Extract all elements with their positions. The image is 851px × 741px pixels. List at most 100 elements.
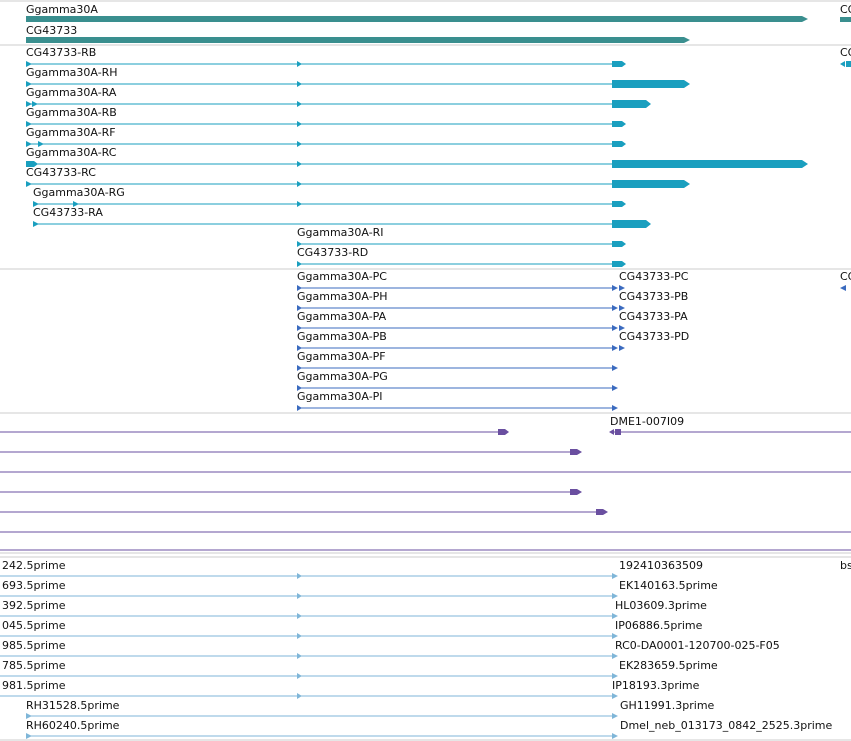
protein-track: Ggamma30A-PC CG43733-PC Ggamma30A-PH CG4… [297, 270, 851, 411]
est-feature[interactable]: 985.5prime RC0-DA0001-120700-025-F05 [0, 639, 780, 659]
gene-label-clipped: CG [840, 46, 851, 59]
transcript-exon [612, 80, 690, 88]
transcript-label: Ggamma30A-RB [26, 106, 117, 119]
transcript-start [26, 181, 32, 187]
transcript-feature[interactable]: Ggamma30A-RA [26, 86, 651, 108]
clone-feature[interactable] [609, 429, 851, 435]
protein-right-label: CG43733-PD [619, 330, 689, 343]
est-right-label: HL03609.3prime [615, 599, 707, 612]
est-feature[interactable]: 981.5prime IP18193.3prime [0, 679, 700, 699]
gene-label: CG43733 [26, 24, 77, 37]
est-feature[interactable]: 392.5prime HL03609.3prime [0, 599, 707, 619]
transcript-start [297, 261, 302, 267]
protein-label: Ggamma30A-PG [297, 370, 388, 383]
transcript-exon [612, 180, 690, 188]
est-feature[interactable]: 242.5prime 192410363509 [0, 559, 703, 579]
transcript-feature[interactable]: Ggamma30A-RB [26, 106, 626, 127]
est-label: 785.5prime [2, 659, 66, 672]
est-feature[interactable]: 785.5prime EK283659.5prime [0, 659, 718, 679]
gene-bar-clipped[interactable] [840, 17, 851, 22]
transcript-feature[interactable]: Ggamma30A-RG [33, 186, 626, 207]
clone-feature[interactable] [0, 489, 582, 495]
clone-track: DME1-007I09 [0, 415, 851, 551]
transcript-exon [612, 141, 626, 147]
clone-arrow [570, 489, 582, 495]
transcript-feature[interactable]: CG43733-RB [26, 46, 626, 67]
est-right-label: IP18193.3prime [612, 679, 700, 692]
est-right-label: GH11991.3prime [620, 699, 715, 712]
exon-marker [297, 121, 302, 127]
protein-label: Ggamma30A-PC [297, 270, 387, 283]
transcript-exon [612, 241, 626, 247]
transcript-start [26, 161, 38, 167]
protein-label: Ggamma30A-PF [297, 350, 386, 363]
protein-feature[interactable]: Ggamma30A-PF [297, 350, 618, 371]
est-feature[interactable]: 045.5prime IP06886.5prime [0, 619, 703, 639]
transcript-start [26, 121, 32, 127]
est-label: 392.5prime [2, 599, 66, 612]
exon-marker [297, 101, 302, 107]
gene-label-clipped: CG [840, 3, 851, 16]
transcript-start [26, 81, 32, 87]
transcript-exon [612, 201, 626, 207]
transcript-start [26, 61, 32, 67]
transcript-exon [612, 121, 626, 127]
transcript-label: CG43733-RC [26, 166, 96, 179]
clone-arrow [498, 429, 509, 435]
est-label: 985.5prime [2, 639, 66, 652]
est-feature[interactable]: RH31528.5prime GH11991.3prime [26, 699, 715, 719]
transcript-feature[interactable]: Ggamma30A-RH [26, 66, 690, 88]
est-label: RH31528.5prime [26, 699, 120, 712]
protein-right-label: CG43733-PB [619, 290, 688, 303]
est-feature[interactable]: 693.5prime EK140163.5prime [0, 579, 718, 599]
transcript-start [297, 241, 302, 247]
exon-marker [297, 161, 302, 167]
protein-feature[interactable]: Ggamma30A-PI [297, 390, 618, 411]
transcript-label: Ggamma30A-RI [297, 226, 384, 239]
clone-label: DME1-007I09 [610, 415, 684, 428]
transcript-label: Ggamma30A-RF [26, 126, 116, 139]
protein-feature[interactable]: Ggamma30A-PG [297, 370, 618, 391]
protein-feature[interactable]: Ggamma30A-PB CG43733-PD [297, 330, 689, 351]
gene-feature[interactable]: Ggamma30A [26, 3, 808, 22]
transcript-exon [612, 261, 626, 267]
transcript-start [26, 101, 38, 107]
transcript-feature[interactable]: Ggamma30A-RI [297, 226, 626, 247]
transcript-feature[interactable]: Ggamma30A-RC [26, 146, 808, 168]
clone-feature[interactable] [0, 509, 608, 515]
est-right-label: RC0-DA0001-120700-025-F05 [615, 639, 780, 652]
est-track: 242.5prime 192410363509 693.5prime EK140… [0, 559, 851, 739]
protein-right-label: CG43733-PA [619, 310, 688, 323]
gene-feature[interactable]: CG43733 [26, 24, 690, 43]
est-label: 693.5prime [2, 579, 66, 592]
gene-bar-clipped[interactable] [840, 61, 851, 67]
protein-arrow-clipped[interactable] [840, 285, 846, 291]
est-right-label: EK283659.5prime [619, 659, 718, 672]
transcript-label: Ggamma30A-RH [26, 66, 118, 79]
exon-marker [297, 81, 302, 87]
transcript-label: Ggamma30A-RA [26, 86, 117, 99]
est-label: RH60240.5prime [26, 719, 120, 732]
transcript-label: CG43733-RD [297, 246, 368, 259]
protein-feature[interactable]: Ggamma30A-PC CG43733-PC [297, 270, 689, 291]
gene-bar [26, 37, 690, 43]
protein-feature[interactable]: Ggamma30A-PH CG43733-PB [297, 290, 688, 311]
exon-marker [297, 181, 302, 187]
transcript-track: CG43733-RB Ggamma30A-RH Ggamma30A-RA Gga… [26, 46, 808, 267]
transcript-label: CG43733-RA [33, 206, 103, 219]
transcript-start [33, 221, 39, 227]
transcript-feature[interactable]: CG43733-RA [33, 206, 651, 228]
est-label: 045.5prime [2, 619, 66, 632]
transcript-feature[interactable]: CG43733-RD [297, 246, 626, 267]
clone-feature[interactable] [0, 449, 582, 455]
clone-arrow [570, 449, 582, 455]
exon-marker [297, 61, 302, 67]
transcript-feature[interactable]: Ggamma30A-RF [26, 126, 626, 147]
clone-feature[interactable] [0, 429, 509, 435]
est-feature[interactable]: RH60240.5prime Dmel_neb_013173_0842_2525… [26, 719, 832, 739]
protein-label: Ggamma30A-PA [297, 310, 387, 323]
protein-feature[interactable]: Ggamma30A-PA CG43733-PA [297, 310, 688, 331]
transcript-feature[interactable]: CG43733-RC [26, 166, 690, 188]
